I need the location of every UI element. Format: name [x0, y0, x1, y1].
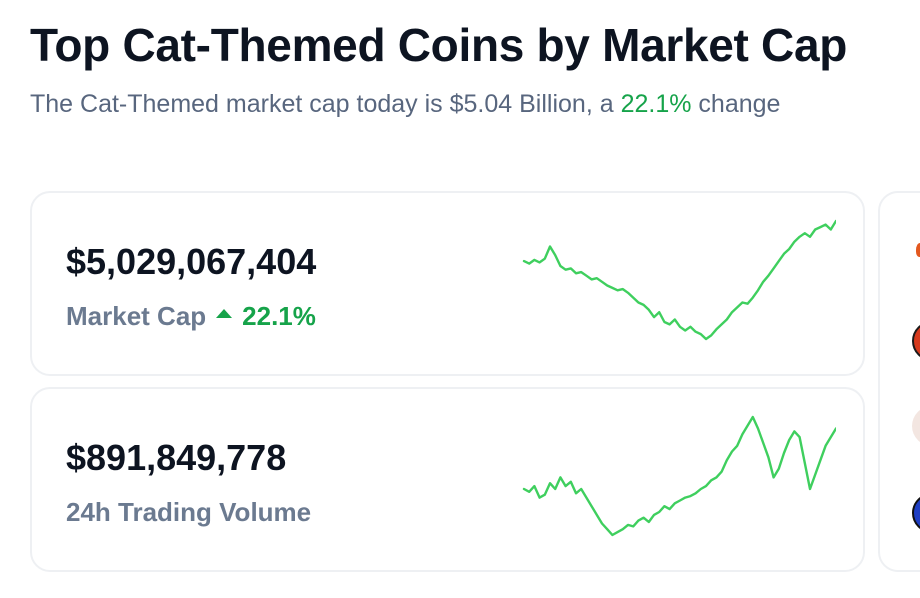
market-cap-sparkline-line	[524, 221, 836, 339]
coin-logo-icon[interactable]	[912, 406, 920, 446]
volume-sparkline	[520, 413, 836, 543]
volume-card[interactable]: $891,849,778 24h Trading Volume	[30, 387, 865, 572]
market-cap-change: 22.1%	[216, 301, 316, 332]
page: Top Cat-Themed Coins by Market Cap The C…	[0, 0, 920, 598]
market-cap-change-value: 22.1%	[242, 301, 316, 332]
volume-value: $891,849,778	[66, 437, 286, 479]
market-cap-card[interactable]: $5,029,067,404 Market Cap 22.1%	[30, 191, 865, 376]
market-cap-label-row: Market Cap 22.1%	[66, 301, 316, 332]
market-cap-label: Market Cap	[66, 301, 206, 332]
trending-coins-card[interactable]	[878, 191, 920, 572]
page-subtitle: The Cat-Themed market cap today is $5.04…	[30, 90, 780, 119]
volume-label: 24h Trading Volume	[66, 497, 311, 528]
coin-logo-icon[interactable]	[916, 243, 920, 257]
coin-logo-icon[interactable]	[912, 321, 920, 361]
volume-label-row: 24h Trading Volume	[66, 497, 311, 528]
coin-logo-icon[interactable]	[912, 493, 920, 533]
subtitle-change: 22.1%	[621, 90, 692, 118]
subtitle-suffix: change	[691, 90, 780, 118]
caret-up-icon	[216, 309, 232, 318]
page-title: Top Cat-Themed Coins by Market Cap	[30, 18, 847, 72]
market-cap-sparkline	[520, 217, 836, 347]
market-cap-value: $5,029,067,404	[66, 241, 316, 283]
volume-sparkline-line	[524, 417, 836, 535]
subtitle-prefix: The Cat-Themed market cap today is $5.04…	[30, 90, 621, 118]
